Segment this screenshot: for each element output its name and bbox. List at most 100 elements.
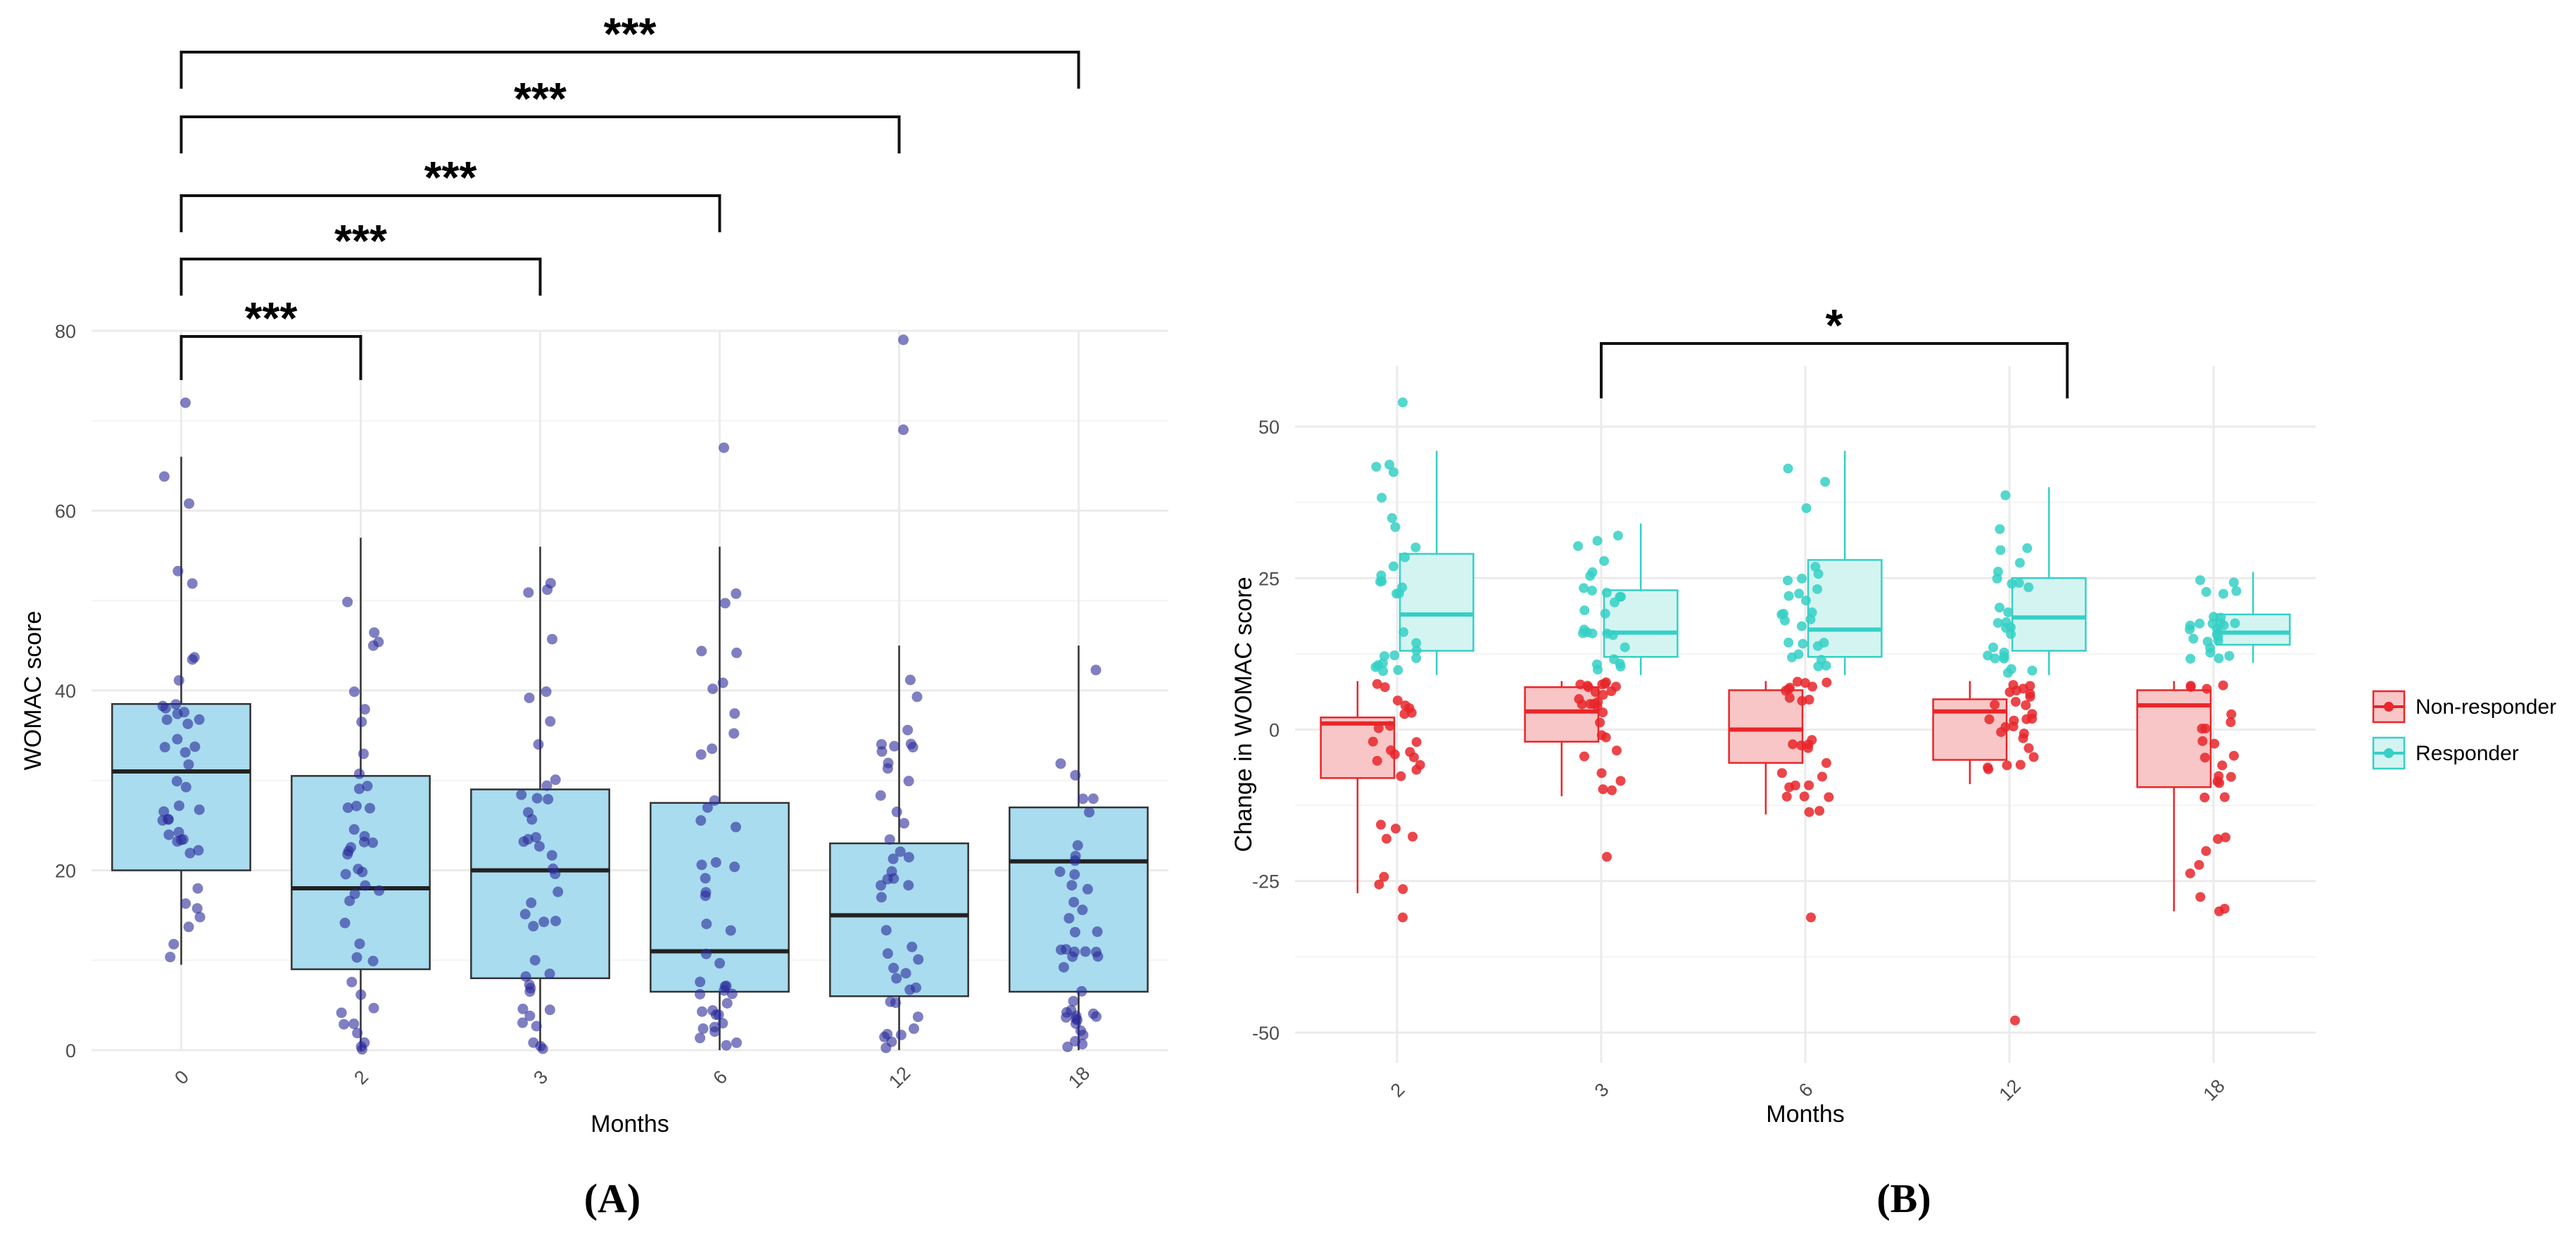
data-point bbox=[1592, 536, 1603, 546]
data-point bbox=[695, 749, 707, 760]
data-point bbox=[1797, 695, 1807, 706]
x-tick-label: 12 bbox=[885, 1062, 914, 1092]
data-point bbox=[1990, 700, 2000, 710]
data-point bbox=[1077, 1038, 1088, 1049]
data-point bbox=[697, 1006, 708, 1017]
data-point bbox=[1983, 762, 1993, 773]
outlier-point bbox=[1398, 397, 1408, 408]
data-point bbox=[2202, 683, 2212, 694]
data-point bbox=[550, 869, 561, 880]
data-point bbox=[180, 781, 191, 793]
data-point bbox=[1415, 759, 1425, 770]
data-point bbox=[368, 1002, 379, 1014]
data-point bbox=[531, 1021, 542, 1032]
significance-bracket bbox=[179, 194, 721, 232]
data-point bbox=[524, 1010, 536, 1021]
data-point bbox=[542, 584, 553, 595]
data-point bbox=[545, 716, 556, 727]
data-point bbox=[535, 1040, 546, 1052]
data-point bbox=[524, 692, 535, 703]
data-point bbox=[1578, 628, 1589, 638]
y-tick-label: 0 bbox=[1269, 720, 1280, 741]
data-point bbox=[2003, 607, 2014, 617]
data-point bbox=[2195, 575, 2205, 586]
data-point bbox=[1388, 467, 1399, 477]
data-point bbox=[726, 988, 738, 999]
data-point bbox=[1814, 805, 1825, 816]
box-non-responder bbox=[1524, 686, 1600, 743]
data-point bbox=[730, 821, 741, 833]
data-point bbox=[882, 948, 893, 959]
data-point bbox=[2185, 681, 2196, 692]
data-point bbox=[912, 1011, 923, 1023]
data-point bbox=[1368, 736, 1378, 747]
data-point bbox=[2219, 792, 2230, 802]
data-point bbox=[2215, 618, 2225, 629]
data-point bbox=[1410, 542, 1421, 553]
data-point bbox=[1384, 460, 1395, 470]
data-point bbox=[523, 587, 534, 598]
data-point bbox=[1798, 638, 1808, 649]
box bbox=[1009, 806, 1149, 993]
outlier-point bbox=[1398, 912, 1408, 923]
data-point bbox=[1092, 951, 1104, 962]
data-point bbox=[1586, 586, 1597, 596]
data-point bbox=[189, 741, 201, 752]
data-point bbox=[1595, 717, 1605, 728]
data-point bbox=[157, 700, 168, 712]
significance-bracket bbox=[179, 115, 901, 153]
data-point bbox=[1080, 946, 1091, 957]
data-point bbox=[2199, 792, 2210, 802]
data-point bbox=[2023, 582, 2034, 593]
data-point bbox=[729, 862, 740, 873]
data-point bbox=[700, 873, 711, 884]
x-tick-label: 0 bbox=[170, 1066, 193, 1089]
data-point bbox=[904, 674, 916, 686]
data-point bbox=[2028, 752, 2039, 762]
data-point bbox=[2002, 760, 2012, 771]
data-point bbox=[1377, 658, 1388, 669]
data-point bbox=[695, 1033, 706, 1044]
data-point bbox=[1387, 513, 1397, 524]
data-point bbox=[529, 954, 541, 966]
significance-label: *** bbox=[604, 8, 657, 59]
data-point bbox=[1596, 768, 1607, 778]
data-point bbox=[1792, 676, 1802, 687]
data-point bbox=[1092, 926, 1103, 938]
data-point bbox=[1069, 855, 1080, 866]
data-point bbox=[1813, 569, 1824, 579]
data-point bbox=[1794, 588, 1805, 599]
data-point bbox=[538, 916, 550, 928]
data-point bbox=[187, 578, 198, 589]
data-point bbox=[1396, 771, 1406, 781]
data-point bbox=[1590, 687, 1600, 698]
data-point bbox=[516, 789, 527, 800]
data-point bbox=[1783, 463, 1793, 474]
data-point bbox=[2010, 696, 2021, 707]
data-point bbox=[2195, 892, 2206, 902]
data-point bbox=[171, 776, 182, 787]
data-point bbox=[876, 892, 887, 903]
data-point bbox=[194, 804, 205, 815]
data-point bbox=[721, 1040, 732, 1051]
data-point bbox=[895, 846, 906, 857]
data-point bbox=[531, 832, 542, 843]
data-point bbox=[1585, 571, 1596, 581]
data-point bbox=[1804, 807, 1814, 817]
data-point bbox=[356, 1044, 367, 1055]
data-point bbox=[339, 917, 351, 928]
data-point bbox=[2209, 738, 2220, 749]
data-point bbox=[728, 728, 740, 739]
data-point bbox=[707, 743, 718, 755]
data-point bbox=[1384, 721, 1395, 731]
data-point bbox=[1392, 695, 1403, 706]
data-point bbox=[889, 740, 900, 752]
data-point bbox=[342, 596, 353, 607]
data-point bbox=[2185, 868, 2195, 878]
data-point bbox=[550, 915, 562, 926]
data-point bbox=[701, 919, 712, 930]
data-point bbox=[544, 1004, 555, 1016]
outlier-point bbox=[898, 334, 909, 346]
box-responder bbox=[2215, 613, 2291, 646]
data-point bbox=[1372, 679, 1382, 689]
